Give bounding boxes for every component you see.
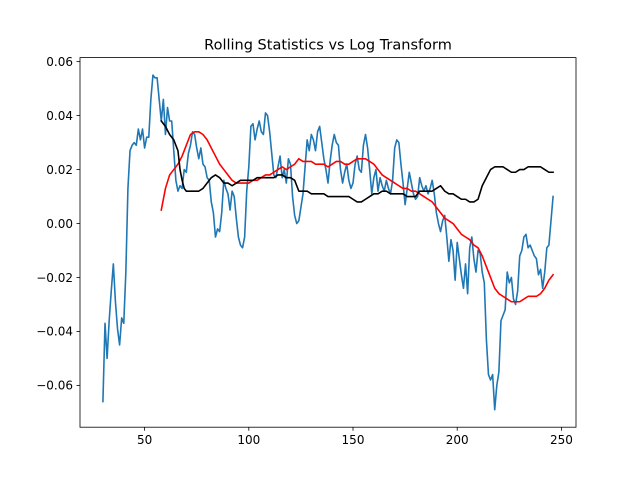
x-tick-label: 50 [137,433,152,447]
x-tick-label: 100 [237,433,260,447]
plot-frame [79,57,577,428]
y-tick-label: −0.06 [36,379,73,393]
series-line-0 [102,74,554,411]
series-line-2 [160,119,554,203]
y-tick-label: 0.04 [46,109,73,123]
y-tick-label: 0.02 [46,163,73,177]
x-tick-label: 200 [446,433,469,447]
y-tick-label: 0.06 [46,55,73,69]
x-tick-label: 250 [550,433,573,447]
y-tick-label: −0.04 [36,325,73,339]
y-tick-label: 0.00 [46,217,73,231]
axes-layer: 50 100 150 200 250 −0.06 −0.04 −0.02 0.00 0.02 0.0… [36,55,577,447]
x-tick-label: 150 [342,433,365,447]
series-layer [102,74,555,411]
chart-title: Rolling Statistics vs Log Transform [204,38,452,54]
y-tick-label: −0.02 [36,271,73,285]
series-line-1 [160,130,555,303]
